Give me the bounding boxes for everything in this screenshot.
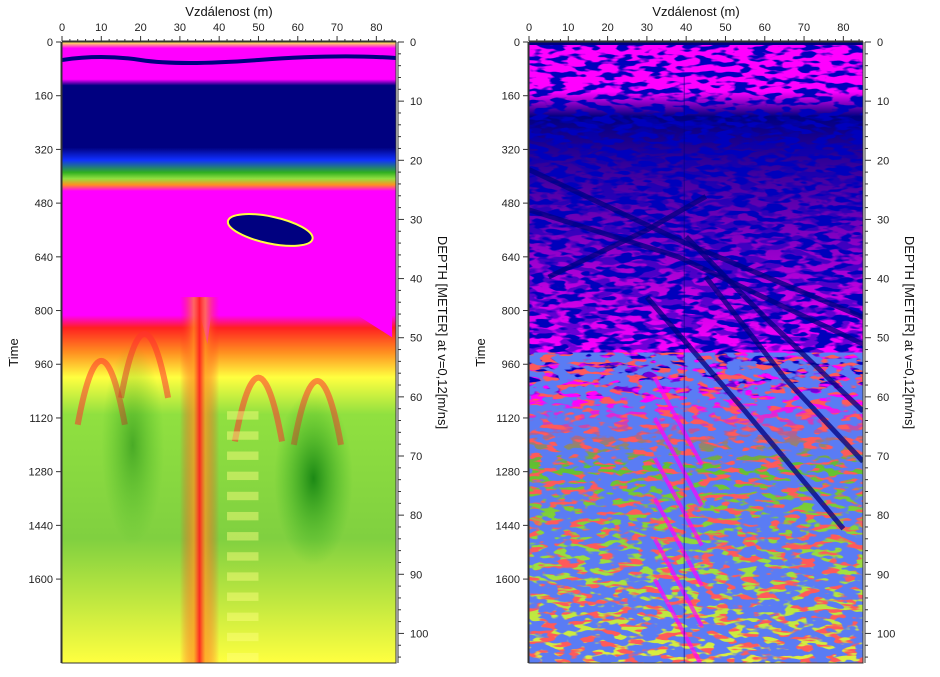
- y-time-axis-title: Time: [473, 338, 488, 366]
- x-tick-label: 60: [759, 22, 771, 34]
- y-time-axis-title: Time: [6, 338, 21, 366]
- x-tick-label: 20: [601, 22, 613, 34]
- x-tick-label: 70: [798, 22, 810, 34]
- y-time-tick-label: 1440: [29, 520, 53, 532]
- y-depth-tick-label: 50: [877, 333, 889, 345]
- y-depth-tick-label: 40: [410, 274, 422, 286]
- y-time-tick-label: 960: [502, 359, 520, 371]
- x-tick-label: 50: [719, 22, 731, 34]
- y-depth-tick-label: 0: [877, 37, 883, 49]
- y-depth-tick-label: 10: [877, 96, 889, 108]
- y-depth-tick-label: 40: [877, 274, 889, 286]
- y-depth-tick-label: 100: [410, 628, 428, 640]
- x-tick-label: 80: [370, 22, 382, 34]
- y-depth-tick-label: 20: [410, 155, 422, 167]
- y-depth-tick-label: 80: [410, 510, 422, 522]
- y-depth-tick-label: 30: [410, 214, 422, 226]
- y-depth-tick-label: 100: [877, 628, 895, 640]
- x-tick-label: 20: [134, 22, 146, 34]
- x-tick-label: 10: [95, 22, 107, 34]
- x-tick-label: 0: [526, 22, 532, 34]
- y-time-tick-label: 1280: [29, 467, 53, 479]
- x-tick-label: 80: [837, 22, 849, 34]
- y-time-tick-label: 160: [502, 91, 520, 103]
- x-tick-label: 30: [174, 22, 186, 34]
- y-depth-tick-label: 0: [410, 37, 416, 49]
- x-tick-label: 30: [641, 22, 653, 34]
- plot-frame: [528, 41, 864, 664]
- y-time-tick-label: 1600: [496, 574, 520, 586]
- y-time-tick-label: 0: [514, 37, 520, 49]
- y-depth-tick-label: 60: [410, 392, 422, 404]
- x-tick-label: 40: [680, 22, 692, 34]
- y-time-tick-label: 1440: [496, 520, 520, 532]
- y-time-tick-label: 640: [502, 252, 520, 264]
- y-time-tick-label: 1120: [29, 413, 53, 425]
- x-tick-label: 0: [59, 22, 65, 34]
- x-axis-title: Vzdálenost (m): [185, 4, 272, 19]
- y-time-tick-label: 320: [502, 144, 520, 156]
- y-time-tick-label: 320: [35, 144, 53, 156]
- y-depth-tick-label: 70: [877, 451, 889, 463]
- x-tick-label: 50: [252, 22, 264, 34]
- radargram-image: [529, 42, 863, 663]
- plot-frame: [61, 41, 397, 664]
- x-tick-label: 70: [331, 22, 343, 34]
- y-depth-tick-label: 20: [877, 155, 889, 167]
- y-depth-tick-label: 60: [877, 392, 889, 404]
- y-depth-tick-label: 80: [877, 510, 889, 522]
- radargram-image: [62, 42, 396, 663]
- y-time-tick-label: 960: [35, 359, 53, 371]
- y-depth-axis-title: DEPTH [METER] at v=0,12[m/ns]: [435, 236, 450, 429]
- y-depth-tick-label: 10: [410, 96, 422, 108]
- y-depth-tick-label: 50: [410, 333, 422, 345]
- x-tick-label: 40: [213, 22, 225, 34]
- y-time-tick-label: 1120: [496, 413, 520, 425]
- y-depth-tick-label: 30: [877, 214, 889, 226]
- y-time-tick-label: 480: [502, 198, 520, 210]
- y-time-tick-label: 800: [35, 306, 53, 318]
- y-time-tick-label: 1280: [496, 467, 520, 479]
- radargram-panel-1: 0 10 20 30 40 50 60 70 80 Vzdálenost (m) 0 160 320 48…: [6, 4, 450, 664]
- y-time-tick-label: 640: [35, 252, 53, 264]
- y-time-tick-label: 160: [35, 91, 53, 103]
- x-tick-label: 10: [562, 22, 574, 34]
- y-depth-tick-label: 90: [410, 569, 422, 581]
- y-time-tick-label: 480: [35, 198, 53, 210]
- y-time-tick-label: 0: [47, 37, 53, 49]
- y-depth-tick-label: 90: [877, 569, 889, 581]
- y-time-tick-label: 1600: [29, 574, 53, 586]
- radargram-panel-2: 0 10 20 30 40 50 60 70 80 Vzdálenost (m) 0 160 320 48…: [473, 4, 917, 664]
- y-depth-tick-label: 70: [410, 451, 422, 463]
- y-time-tick-label: 800: [502, 306, 520, 318]
- y-depth-axis-title: DEPTH [METER] at v=0,12[m/ns]: [902, 236, 917, 429]
- x-axis-title: Vzdálenost (m): [652, 4, 739, 19]
- x-tick-label: 60: [292, 22, 304, 34]
